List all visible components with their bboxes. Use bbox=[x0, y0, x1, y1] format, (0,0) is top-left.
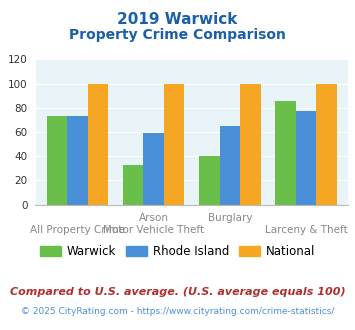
Text: Burglary: Burglary bbox=[208, 213, 252, 223]
Bar bbox=[123, 165, 143, 205]
Text: Compared to U.S. average. (U.S. average equals 100): Compared to U.S. average. (U.S. average … bbox=[10, 287, 345, 297]
Bar bbox=[240, 83, 261, 205]
Bar bbox=[275, 101, 296, 205]
Text: Larceny & Theft: Larceny & Theft bbox=[264, 225, 348, 235]
Bar bbox=[219, 126, 240, 205]
Bar bbox=[47, 116, 67, 205]
Text: All Property Crime: All Property Crime bbox=[30, 225, 125, 235]
Text: Property Crime Comparison: Property Crime Comparison bbox=[69, 28, 286, 42]
Bar bbox=[143, 133, 164, 205]
Bar bbox=[164, 83, 185, 205]
Bar bbox=[67, 116, 88, 205]
Bar bbox=[199, 156, 219, 205]
Text: © 2025 CityRating.com - https://www.cityrating.com/crime-statistics/: © 2025 CityRating.com - https://www.city… bbox=[21, 307, 334, 316]
Bar bbox=[316, 83, 337, 205]
Bar bbox=[296, 112, 316, 205]
Text: Motor Vehicle Theft: Motor Vehicle Theft bbox=[103, 225, 204, 235]
Text: Arson: Arson bbox=[138, 213, 169, 223]
Legend: Warwick, Rhode Island, National: Warwick, Rhode Island, National bbox=[35, 240, 320, 263]
Bar bbox=[88, 83, 108, 205]
Text: 2019 Warwick: 2019 Warwick bbox=[117, 12, 238, 26]
